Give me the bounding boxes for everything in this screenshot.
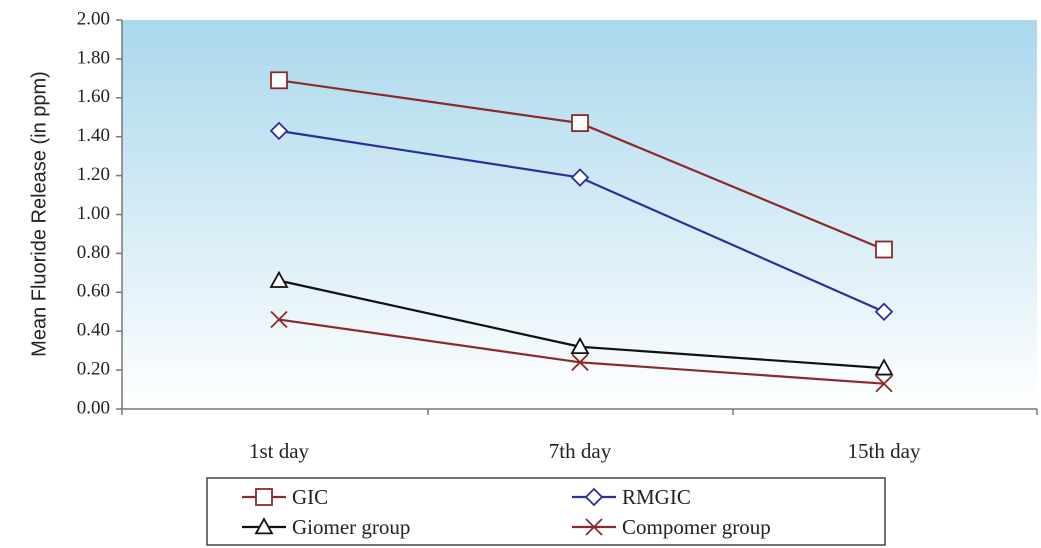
legend-marker: [585, 518, 603, 536]
legend-item: RMGIC: [572, 485, 691, 509]
y-axis-label: Mean Fluoride Release (in ppm): [28, 71, 50, 357]
x-tick-label: 7th day: [549, 439, 612, 463]
y-tick-label: 1.60: [77, 86, 110, 107]
y-tick-label: 0.40: [77, 320, 110, 341]
legend-label: Compomer group: [622, 515, 771, 539]
data-point: [875, 240, 893, 259]
x-tick-label: 1st day: [249, 439, 310, 463]
data-point: [270, 310, 288, 329]
y-tick-label: 1.40: [77, 125, 110, 146]
y-tick-label: 2.00: [77, 8, 110, 29]
y-tick-label: 1.20: [77, 164, 110, 185]
legend-marker: [254, 517, 274, 535]
data-point: [570, 336, 590, 355]
legend: GIC RMGIC Giomer group Compomer group: [206, 477, 886, 546]
x-axis-ticks: 1st day 7th day 15th day: [121, 409, 1038, 463]
y-axis-ticks: 0.00 0.20 0.40 0.60 0.80 1.00 1.20 1.40 1.60 1.80…: [77, 8, 122, 418]
legend-item: Compomer group: [572, 515, 771, 539]
data-point: [269, 121, 289, 141]
data-point: [270, 71, 288, 90]
series-markers: [269, 71, 894, 393]
legend-marker: [584, 487, 604, 507]
y-tick-label: 0.00: [77, 397, 110, 418]
data-point: [874, 302, 894, 322]
legend-label: Giomer group: [292, 515, 410, 539]
x-tick-label: 15th day: [848, 439, 921, 463]
y-tick-label: 0.60: [77, 281, 110, 302]
legend-label: GIC: [292, 485, 328, 509]
data-point: [874, 358, 894, 376]
legend-item: Giomer group: [242, 515, 410, 539]
y-tick-label: 0.20: [77, 358, 110, 379]
y-tick-label: 0.80: [77, 242, 110, 263]
legend-box: [206, 477, 886, 546]
data-point: [269, 270, 289, 288]
y-tick-label: 1.00: [77, 203, 110, 224]
data-point: [571, 114, 589, 132]
data-point: [571, 353, 589, 371]
data-point: [570, 168, 590, 187]
legend-label: RMGIC: [622, 485, 691, 509]
y-tick-label: 1.80: [77, 47, 110, 68]
legend-marker: [255, 488, 273, 506]
legend-item: GIC: [242, 485, 328, 509]
data-point: [875, 375, 893, 393]
